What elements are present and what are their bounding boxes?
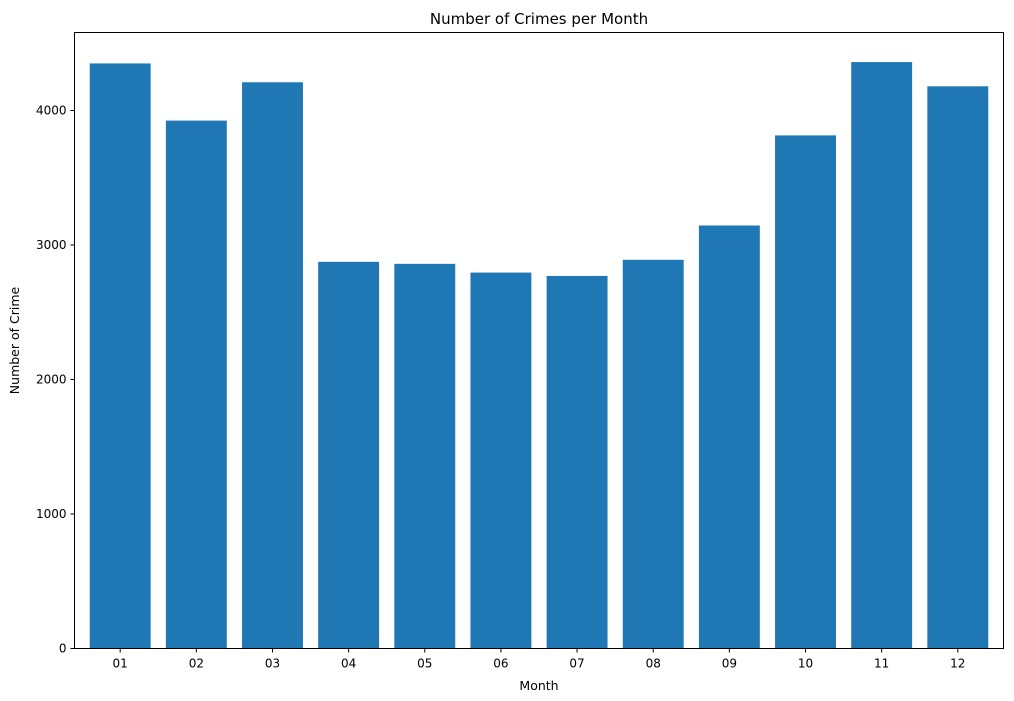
bar-09 [698, 225, 760, 649]
x-axis-label: Month [519, 678, 558, 693]
x-tick-label: 02 [189, 657, 204, 671]
x-tick-label: 06 [493, 657, 508, 671]
bar-05 [394, 263, 456, 649]
plot-frame [74, 32, 1004, 649]
bar-12 [927, 86, 989, 649]
x-tick-label: 01 [113, 657, 128, 671]
x-tick-label: 11 [874, 657, 889, 671]
bar-06 [470, 272, 532, 649]
bar-01 [89, 63, 151, 649]
bar-03 [242, 82, 303, 649]
bar-02 [165, 120, 227, 649]
y-tick-label: 0 [59, 642, 67, 656]
x-tick-label: 12 [950, 657, 965, 671]
bar-11 [851, 62, 913, 649]
bar-10 [775, 135, 836, 649]
y-tick-label: 2000 [36, 373, 67, 387]
x-tick-label: 07 [569, 657, 584, 671]
x-tick-label: 09 [722, 657, 737, 671]
x-tick-label: 10 [798, 657, 813, 671]
x-tick-label: 05 [417, 657, 432, 671]
bars [89, 62, 989, 649]
x-tick-label: 03 [265, 657, 280, 671]
bar-07 [546, 275, 608, 649]
x-tick-label: 08 [646, 657, 661, 671]
bar-04 [318, 261, 380, 649]
y-tick-label: 3000 [36, 238, 67, 252]
y-tick-label: 1000 [36, 507, 67, 521]
y-tick-label: 4000 [36, 104, 67, 118]
bar-08 [622, 259, 684, 649]
x-axis: 01 02 03 04 05 06 07 08 09 10 11 12 [113, 648, 965, 671]
chart-title: Number of Crimes per Month [430, 10, 648, 28]
y-axis-label: Number of Crime [7, 286, 22, 394]
x-tick-label: 04 [341, 657, 356, 671]
y-axis: 0 1000 2000 3000 4000 [36, 104, 75, 656]
